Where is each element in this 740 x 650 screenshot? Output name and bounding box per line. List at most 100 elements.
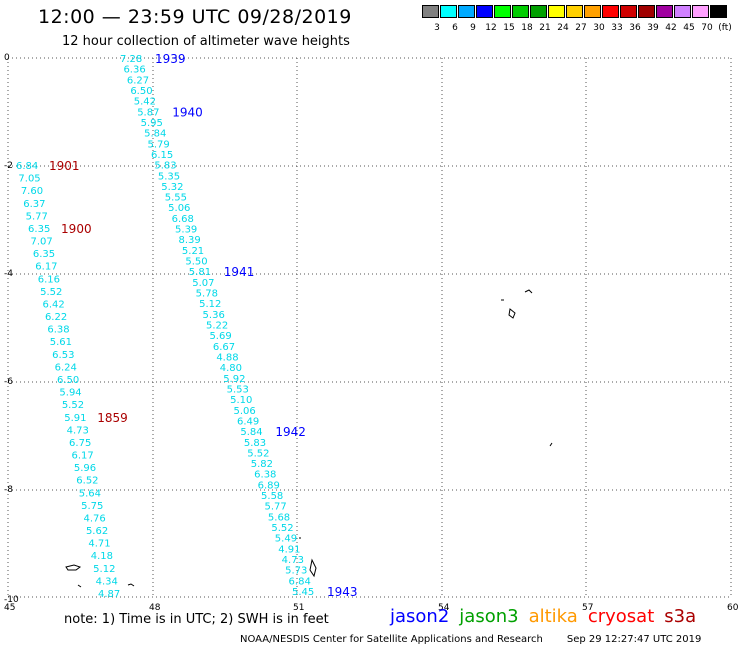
swh-value: 6.15 bbox=[151, 150, 173, 161]
swh-value: 5.53 bbox=[227, 384, 249, 395]
swh-value: 5.84 bbox=[144, 129, 166, 140]
legend-swatch bbox=[602, 5, 619, 18]
swh-value: 6.50 bbox=[130, 86, 152, 97]
swh-value: 4.91 bbox=[278, 544, 300, 555]
swh-value: 6.17 bbox=[35, 262, 57, 273]
swh-value: 4.80 bbox=[220, 363, 242, 374]
swh-value: 6.42 bbox=[43, 299, 65, 310]
swh-value: 5.62 bbox=[86, 526, 108, 537]
legend-label: 39 bbox=[647, 23, 659, 33]
swh-value: 4.18 bbox=[91, 551, 113, 562]
swh-value: 5.95 bbox=[141, 118, 163, 129]
swh-value: 5.52 bbox=[40, 287, 62, 298]
swh-value: 6.84 bbox=[16, 161, 38, 172]
legend-label: 3 bbox=[434, 23, 440, 33]
swh-value: 5.83 bbox=[154, 161, 176, 172]
legend-label: 42 bbox=[665, 23, 677, 33]
swh-value: 5.61 bbox=[50, 337, 72, 348]
pass-time-label: 1901 bbox=[49, 159, 80, 173]
legend-swatch bbox=[656, 5, 673, 18]
timestamp: Sep 29 12:27:47 UTC 2019 bbox=[566, 634, 702, 645]
legend-label: 12 bbox=[485, 23, 497, 33]
swh-value: 4.34 bbox=[96, 576, 118, 587]
axis-labels: 45 48 51 54 57 60 0 -2 -4 -6 -8 -10 bbox=[4, 53, 739, 613]
x-tick-label: 57 bbox=[582, 603, 593, 613]
swh-value: 5.79 bbox=[148, 139, 170, 150]
legend-label: 15 bbox=[503, 23, 515, 33]
swh-value: 6.53 bbox=[52, 350, 74, 361]
credit-line: NOAA/NESDIS Center for Satellite Applica… bbox=[240, 634, 701, 645]
swh-value: 6.24 bbox=[55, 362, 77, 373]
altimeter-tracks: 7.286.366.276.505.425.875.955.845.796.15… bbox=[16, 52, 358, 600]
swh-value: 6.37 bbox=[23, 199, 45, 210]
swh-value: 4.71 bbox=[88, 539, 110, 550]
swh-value: 5.50 bbox=[185, 257, 207, 268]
swh-value: 5.49 bbox=[275, 534, 297, 545]
swh-value: 5.92 bbox=[223, 374, 245, 385]
legend-swatch bbox=[530, 5, 547, 18]
swh-value: 7.60 bbox=[21, 186, 43, 197]
y-tick-label: -2 bbox=[4, 161, 13, 171]
swh-value: 5.83 bbox=[244, 438, 266, 449]
swh-value: 5.94 bbox=[59, 388, 81, 399]
swh-value: 6.22 bbox=[45, 312, 67, 323]
mission-legend: jason2 jason3 altika cryosat s3a bbox=[390, 606, 706, 627]
swh-value: 4.76 bbox=[84, 513, 106, 524]
legend-swatch bbox=[458, 5, 475, 18]
legend-label: 9 bbox=[470, 23, 476, 33]
legend-swatch bbox=[476, 5, 493, 18]
island bbox=[508, 308, 516, 319]
swh-value: 5.35 bbox=[158, 171, 180, 182]
swh-value: 6.50 bbox=[57, 375, 79, 386]
swh-value: 6.84 bbox=[289, 576, 311, 587]
legend-label: (ft) bbox=[718, 23, 732, 33]
y-tick-label: -4 bbox=[4, 269, 13, 279]
swh-value: 6.17 bbox=[71, 451, 93, 462]
swh-value: 6.35 bbox=[33, 249, 55, 260]
swh-value: 5.87 bbox=[137, 107, 159, 118]
legend-label: 27 bbox=[575, 23, 587, 33]
legend-label: 24 bbox=[557, 23, 569, 33]
swh-value: 4.73 bbox=[67, 425, 89, 436]
swh-value: 6.68 bbox=[172, 214, 194, 225]
map-subtitle: 12 hour collection of altimeter wave hei… bbox=[62, 34, 350, 49]
swh-value: 5.22 bbox=[206, 321, 228, 332]
mission-s3a: s3a bbox=[664, 606, 697, 627]
pass-time-label: 1859 bbox=[97, 411, 128, 425]
x-tick-label: 45 bbox=[4, 603, 15, 613]
legend-label: 33 bbox=[611, 23, 623, 33]
credit-text: NOAA/NESDIS Center for Satellite Applica… bbox=[240, 634, 543, 645]
swh-value: 5.64 bbox=[79, 488, 101, 499]
swh-value: 5.36 bbox=[203, 310, 225, 321]
island bbox=[127, 583, 135, 587]
swh-value: 5.45 bbox=[292, 587, 314, 598]
island bbox=[65, 564, 82, 571]
island bbox=[524, 289, 533, 294]
swh-value: 5.52 bbox=[271, 523, 293, 534]
swh-value: 5.68 bbox=[268, 512, 290, 523]
swh-value: 5.06 bbox=[168, 203, 190, 214]
legend-swatch bbox=[620, 5, 637, 18]
swh-value: 6.89 bbox=[258, 480, 280, 491]
pass-time-label: 1939 bbox=[155, 52, 186, 66]
mission-cryosat: cryosat bbox=[587, 606, 655, 627]
swh-value: 5.52 bbox=[247, 448, 269, 459]
legend-label: 18 bbox=[521, 23, 533, 33]
swh-value: 6.38 bbox=[47, 325, 69, 336]
y-tick-label: 0 bbox=[4, 53, 10, 63]
island bbox=[77, 584, 82, 588]
map-grid bbox=[7, 57, 732, 598]
swh-value: 5.84 bbox=[240, 427, 262, 438]
swh-value: 5.96 bbox=[74, 463, 96, 474]
y-tick-label: -8 bbox=[4, 485, 13, 495]
swh-value: 6.16 bbox=[38, 274, 60, 285]
legend-swatch bbox=[674, 5, 691, 18]
swh-value: 5.77 bbox=[26, 211, 48, 222]
swh-value: 6.38 bbox=[254, 470, 276, 481]
y-tick-label: -10 bbox=[4, 595, 19, 605]
swh-value: 7.28 bbox=[120, 54, 142, 65]
legend-label: 6 bbox=[452, 23, 458, 33]
swh-value: 5.32 bbox=[161, 182, 183, 193]
mission-altika: altika bbox=[528, 606, 578, 627]
x-tick-label: 60 bbox=[727, 603, 739, 613]
